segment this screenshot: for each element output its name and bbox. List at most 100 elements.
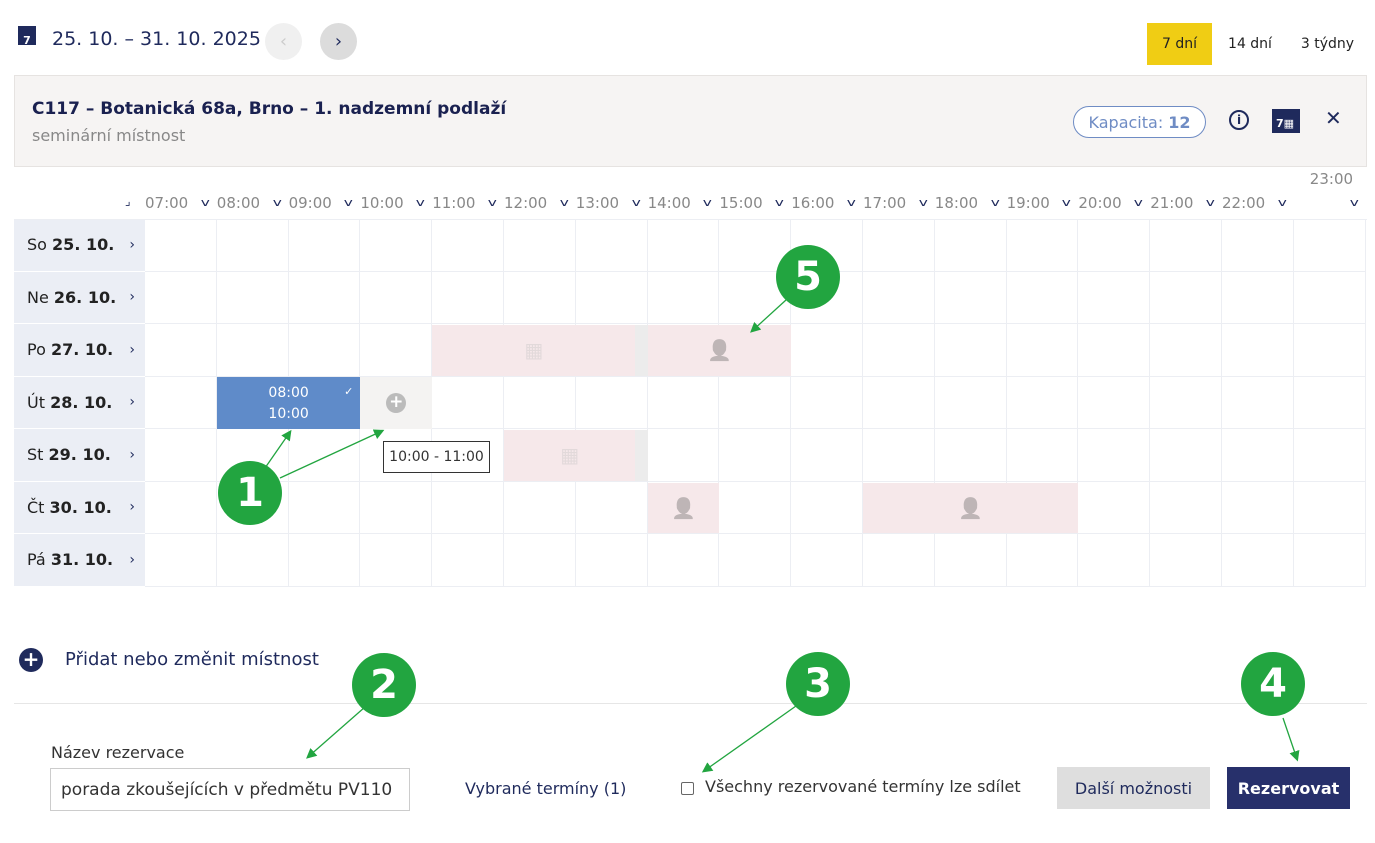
time-slot[interactable]: [791, 534, 863, 587]
day-row-label[interactable]: So 25. 10. ›: [14, 219, 145, 272]
time-slot[interactable]: [719, 429, 792, 482]
time-slot[interactable]: [504, 219, 576, 272]
time-slot[interactable]: [504, 481, 576, 534]
time-slot[interactable]: [719, 219, 792, 272]
expand-day-icon[interactable]: ›: [129, 394, 135, 411]
time-slot[interactable]: [1222, 219, 1294, 272]
time-slot[interactable]: [719, 376, 792, 429]
time-slot[interactable]: [1078, 219, 1151, 272]
time-slot[interactable]: [1006, 324, 1079, 377]
time-slot[interactable]: [575, 481, 648, 534]
reservation-block[interactable]: 👤: [863, 482, 1079, 533]
reservation-block[interactable]: 👤: [647, 325, 792, 376]
time-slot[interactable]: [1078, 271, 1151, 324]
time-slot[interactable]: [1006, 534, 1079, 587]
info-icon[interactable]: i: [1229, 110, 1249, 130]
next-week-button[interactable]: ›: [320, 23, 357, 60]
share-checkbox[interactable]: [681, 782, 694, 795]
time-slot[interactable]: [575, 376, 648, 429]
time-slot[interactable]: [647, 219, 720, 272]
time-slot[interactable]: [145, 324, 217, 377]
time-slot[interactable]: [1222, 534, 1294, 587]
time-slot[interactable]: [1150, 219, 1222, 272]
time-slot[interactable]: [791, 429, 863, 482]
time-slot[interactable]: [1293, 376, 1366, 429]
range-7-days[interactable]: 7 dní: [1147, 23, 1212, 65]
time-slot[interactable]: [934, 271, 1007, 324]
time-slot[interactable]: [1150, 429, 1222, 482]
time-slot[interactable]: [863, 324, 935, 377]
time-slot[interactable]: [360, 481, 433, 534]
collapse-chevron-icon[interactable]: v: [415, 196, 426, 209]
add-room-icon[interactable]: +: [19, 648, 43, 672]
collapse-chevron-icon[interactable]: v: [1133, 196, 1144, 209]
time-slot[interactable]: [1293, 429, 1366, 482]
collapse-chevron-icon[interactable]: v: [272, 196, 282, 209]
time-slot[interactable]: [145, 271, 217, 324]
selected-slot[interactable]: 08:00 10:00 ✓: [216, 376, 361, 429]
time-slot[interactable]: [1222, 324, 1294, 377]
collapse-chevron-icon[interactable]: v: [559, 196, 569, 209]
time-slot[interactable]: [863, 376, 935, 429]
time-slot[interactable]: [863, 534, 935, 587]
time-slot[interactable]: [432, 481, 504, 534]
expand-day-icon[interactable]: ›: [129, 236, 135, 253]
time-slot[interactable]: [1078, 534, 1151, 587]
time-slot[interactable]: [288, 324, 361, 377]
hover-slot[interactable]: +: [360, 376, 433, 429]
time-slot[interactable]: [1222, 376, 1294, 429]
time-slot[interactable]: [863, 219, 935, 272]
reserve-button[interactable]: Rezervovat: [1227, 767, 1350, 809]
reservation-block[interactable]: ▦: [432, 325, 636, 376]
time-slot[interactable]: [1150, 534, 1222, 587]
time-slot[interactable]: [216, 271, 289, 324]
time-slot[interactable]: [288, 481, 361, 534]
time-slot[interactable]: [1222, 271, 1294, 324]
time-slot[interactable]: [1150, 376, 1222, 429]
time-slot[interactable]: [432, 271, 504, 324]
day-row-label[interactable]: Po 27. 10. ›: [14, 324, 145, 377]
time-slot[interactable]: [934, 429, 1007, 482]
collapse-chevron-icon[interactable]: v: [631, 196, 641, 209]
time-slot[interactable]: [1078, 324, 1151, 377]
time-slot[interactable]: [1293, 271, 1366, 324]
time-slot[interactable]: [791, 324, 863, 377]
time-slot[interactable]: [1150, 271, 1222, 324]
time-slot[interactable]: [1222, 481, 1294, 534]
time-slot[interactable]: [504, 534, 576, 587]
range-14-days[interactable]: 14 dní: [1228, 36, 1272, 52]
expand-day-icon[interactable]: ›: [129, 341, 135, 358]
selected-terms-link[interactable]: Vybrané termíny (1): [465, 779, 627, 798]
time-slot[interactable]: [719, 534, 792, 587]
expand-day-icon[interactable]: ›: [129, 446, 135, 463]
time-slot[interactable]: [1222, 429, 1294, 482]
add-slot-icon[interactable]: +: [386, 392, 407, 413]
time-slot[interactable]: [1150, 481, 1222, 534]
reservation-block[interactable]: 👤: [647, 482, 720, 533]
time-slot[interactable]: [934, 534, 1007, 587]
time-slot[interactable]: [575, 534, 648, 587]
time-slot[interactable]: [145, 534, 217, 587]
time-slot[interactable]: [647, 271, 720, 324]
day-row-label[interactable]: Pá 31. 10. ›: [14, 534, 145, 587]
collapse-chevron-icon[interactable]: v: [774, 196, 785, 209]
time-slot[interactable]: [288, 534, 361, 587]
time-slot[interactable]: [216, 219, 289, 272]
expand-day-icon[interactable]: ›: [129, 499, 135, 516]
time-slot[interactable]: [575, 271, 648, 324]
more-options-button[interactable]: Další možnosti: [1057, 767, 1210, 809]
time-slot[interactable]: [145, 219, 217, 272]
reservation-name-input[interactable]: [50, 768, 410, 811]
time-slot[interactable]: [791, 481, 863, 534]
time-slot[interactable]: [647, 429, 720, 482]
collapse-chevron-icon[interactable]: v: [990, 196, 1000, 209]
expand-day-icon[interactable]: ›: [129, 551, 135, 568]
collapse-chevron-icon[interactable]: v: [918, 196, 928, 209]
collapse-chevron-icon[interactable]: v: [846, 196, 856, 209]
time-slot[interactable]: [216, 481, 289, 534]
time-slot[interactable]: [647, 376, 720, 429]
collapse-chevron-icon[interactable]: v: [487, 196, 497, 209]
time-slot[interactable]: [791, 271, 863, 324]
time-slot[interactable]: [432, 429, 504, 482]
add-room-link[interactable]: Přidat nebo změnit místnost: [65, 649, 319, 670]
